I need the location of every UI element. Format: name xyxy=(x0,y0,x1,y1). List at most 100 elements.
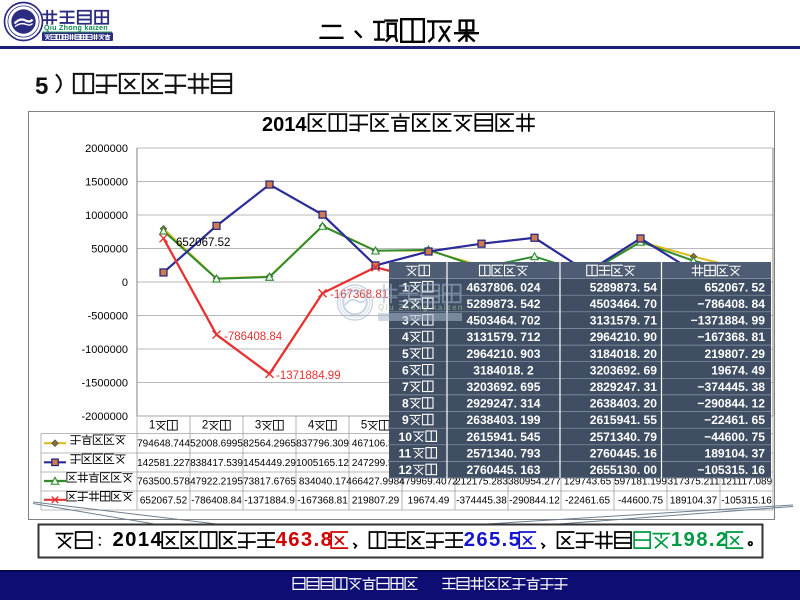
svg-text:2014: 2014 xyxy=(262,114,307,136)
svg-text:3184018. 20: 3184018. 20 xyxy=(590,347,658,361)
svg-text:5: 5 xyxy=(361,420,367,432)
svg-text:7: 7 xyxy=(402,380,409,394)
svg-text:−44600. 75: −44600. 75 xyxy=(704,430,765,444)
svg-text:5289873. 542: 5289873. 542 xyxy=(467,297,541,311)
svg-text:-374445.38: -374445.38 xyxy=(456,495,507,506)
svg-text:189104. 37: 189104. 37 xyxy=(704,447,765,461)
svg-text:4503464. 702: 4503464. 702 xyxy=(467,314,541,328)
svg-text:3203692. 695: 3203692. 695 xyxy=(467,380,541,394)
svg-text:2: 2 xyxy=(202,420,208,432)
svg-text:6: 6 xyxy=(402,363,409,377)
svg-text:-500000: -500000 xyxy=(88,311,128,323)
svg-text:2638403. 199: 2638403. 199 xyxy=(467,413,541,427)
svg-text:2615941. 545: 2615941. 545 xyxy=(467,430,541,444)
svg-text:−786408. 84: −786408. 84 xyxy=(697,297,765,311)
svg-text:652067.52: 652067.52 xyxy=(176,237,230,249)
svg-text:4: 4 xyxy=(402,330,409,344)
svg-text:2638403. 20: 2638403. 20 xyxy=(590,397,658,411)
svg-text:142581.227: 142581.227 xyxy=(137,458,190,469)
svg-text:47922.2195: 47922.2195 xyxy=(190,477,243,488)
svg-text:8: 8 xyxy=(402,397,409,411)
svg-text:652067. 52: 652067. 52 xyxy=(704,280,765,294)
svg-text:10: 10 xyxy=(399,430,413,444)
svg-text:-1371884.99: -1371884.99 xyxy=(276,370,341,382)
svg-text:317375.211: 317375.211 xyxy=(667,477,720,488)
svg-text:265.5: 265.5 xyxy=(464,529,522,551)
svg-text:1005165.12: 1005165.12 xyxy=(296,458,349,469)
svg-text:4: 4 xyxy=(308,420,315,432)
svg-text:1000000: 1000000 xyxy=(85,210,128,222)
svg-text:4503464. 70: 4503464. 70 xyxy=(590,297,658,311)
svg-text:-44600.75: -44600.75 xyxy=(618,495,663,506)
svg-text:380954.277: 380954.277 xyxy=(508,477,561,488)
svg-text:463.8: 463.8 xyxy=(276,529,334,551)
svg-text:Qiu Zhong kaizen: Qiu Zhong kaizen xyxy=(378,303,464,312)
svg-text:5: 5 xyxy=(35,73,48,100)
svg-text:9: 9 xyxy=(402,413,409,427)
svg-text:2571340. 793: 2571340. 793 xyxy=(467,447,541,461)
svg-text:597181.199: 597181.199 xyxy=(614,477,667,488)
svg-text:3: 3 xyxy=(255,420,261,432)
svg-text:2000000: 2000000 xyxy=(85,143,128,155)
svg-text:-2000000: -2000000 xyxy=(82,411,129,423)
svg-text:-1000000: -1000000 xyxy=(82,344,129,356)
svg-text:500000: 500000 xyxy=(91,244,128,256)
svg-text:121117.089: 121117.089 xyxy=(721,477,773,488)
svg-text:2964210. 903: 2964210. 903 xyxy=(467,347,541,361)
svg-text:-786408.84: -786408.84 xyxy=(224,331,283,343)
svg-text:−290844. 12: −290844. 12 xyxy=(697,397,765,411)
svg-text:2615941. 55: 2615941. 55 xyxy=(590,413,658,427)
svg-text:652067.52: 652067.52 xyxy=(140,495,188,506)
svg-text:−1371884. 99: −1371884. 99 xyxy=(691,314,766,328)
svg-text:-167368.81: -167368.81 xyxy=(297,495,348,506)
svg-text:2760445. 16: 2760445. 16 xyxy=(590,447,658,461)
svg-text:5289873. 54: 5289873. 54 xyxy=(590,280,658,294)
svg-text:129743.65: 129743.65 xyxy=(564,477,612,488)
svg-text:-22461.65: -22461.65 xyxy=(565,495,610,506)
svg-text:73817.6765: 73817.6765 xyxy=(243,477,296,488)
svg-text:834040.17: 834040.17 xyxy=(299,477,347,488)
svg-text:2655130. 00: 2655130. 00 xyxy=(590,463,658,477)
svg-text:2964210. 90: 2964210. 90 xyxy=(590,330,658,344)
svg-text:1: 1 xyxy=(149,420,155,432)
svg-text:-290844.12: -290844.12 xyxy=(509,495,560,506)
svg-text:82564.2965: 82564.2965 xyxy=(243,439,296,450)
svg-text:2929247. 314: 2929247. 314 xyxy=(467,397,541,411)
svg-text:219807. 29: 219807. 29 xyxy=(704,347,765,361)
svg-text:837796.309: 837796.309 xyxy=(296,439,349,450)
svg-text:11: 11 xyxy=(399,447,412,461)
svg-text:2571340. 79: 2571340. 79 xyxy=(590,430,658,444)
svg-text:19674.49: 19674.49 xyxy=(408,495,450,506)
svg-text:3184018. 2: 3184018. 2 xyxy=(473,363,534,377)
svg-text:794648.744: 794648.744 xyxy=(137,439,190,450)
svg-text:219807.29: 219807.29 xyxy=(352,495,400,506)
svg-text:2829247. 31: 2829247. 31 xyxy=(590,380,658,394)
svg-text:1: 1 xyxy=(402,280,409,294)
svg-text:-786408.84: -786408.84 xyxy=(191,495,242,506)
svg-text:−22461. 65: −22461. 65 xyxy=(704,413,765,427)
svg-text:2: 2 xyxy=(402,297,409,311)
svg-text:838417.539: 838417.539 xyxy=(190,458,243,469)
svg-text:−374445. 38: −374445. 38 xyxy=(697,380,765,394)
svg-text:3131579. 71: 3131579. 71 xyxy=(590,314,658,328)
svg-text:1500000: 1500000 xyxy=(85,177,128,189)
svg-text:0: 0 xyxy=(122,277,128,289)
svg-text:2760445. 163: 2760445. 163 xyxy=(467,463,541,477)
svg-text:2014: 2014 xyxy=(113,529,164,551)
svg-text:Qiu Zhong kaizen: Qiu Zhong kaizen xyxy=(44,23,108,32)
svg-text:247299.51: 247299.51 xyxy=(352,458,400,469)
svg-text:763500.578: 763500.578 xyxy=(137,477,190,488)
svg-text:4637806. 024: 4637806. 024 xyxy=(467,280,541,294)
svg-text:189104.37: 189104.37 xyxy=(670,495,718,506)
svg-text:-1371884.9: -1371884.9 xyxy=(244,495,295,506)
svg-text:198.2: 198.2 xyxy=(671,529,729,551)
svg-text:12: 12 xyxy=(399,463,413,477)
svg-text:3203692. 69: 3203692. 69 xyxy=(590,363,658,377)
svg-text:467106.31: 467106.31 xyxy=(352,439,400,450)
svg-text:212175.283: 212175.283 xyxy=(455,477,508,488)
svg-text:5: 5 xyxy=(402,347,409,361)
svg-text:19674. 49: 19674. 49 xyxy=(711,363,765,377)
svg-text:52008.6995: 52008.6995 xyxy=(190,439,243,450)
svg-text:-1500000: -1500000 xyxy=(82,378,129,390)
svg-text:-105315.16: -105315.16 xyxy=(721,495,772,506)
